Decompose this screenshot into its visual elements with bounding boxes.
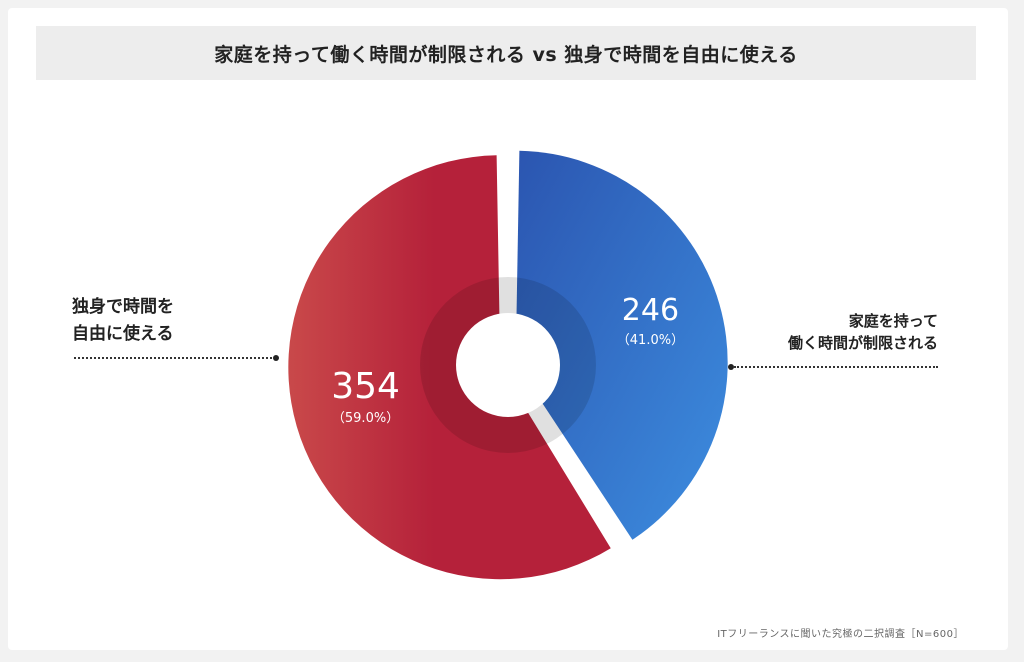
slice-blue	[515, 150, 728, 540]
donut-hole	[456, 313, 560, 417]
left-leader-line	[74, 357, 272, 359]
slice-percent-label: （41.0%）	[617, 333, 684, 348]
slice-red	[288, 155, 611, 580]
slice-value-label: 354	[331, 366, 400, 407]
chart-title: 家庭を持って働く時間が制限される vs 独身で時間を自由に使える	[214, 43, 798, 66]
right-label-line-2: 働く時間が制限される	[787, 334, 938, 352]
left-label-line-2: 自由に使える	[72, 324, 174, 344]
right-category-label: 家庭を持って 働く時間が制限される	[742, 310, 938, 354]
right-leader-line	[734, 366, 938, 368]
left-category-label: 独身で時間を 自由に使える	[72, 294, 174, 348]
left-leader-dot	[273, 355, 279, 361]
slice-value-label: 246	[622, 293, 679, 328]
title-bar: 家庭を持って働く時間が制限される vs 独身で時間を自由に使える	[36, 26, 976, 80]
right-leader-dot	[728, 364, 734, 370]
right-label-line-1: 家庭を持って	[848, 312, 938, 330]
slice-percent-label: （59.0%）	[332, 411, 399, 426]
left-label-line-1: 独身で時間を	[72, 297, 174, 317]
source-note: ITフリーランスに聞いた究極の二択調査［N=600］	[717, 629, 964, 640]
